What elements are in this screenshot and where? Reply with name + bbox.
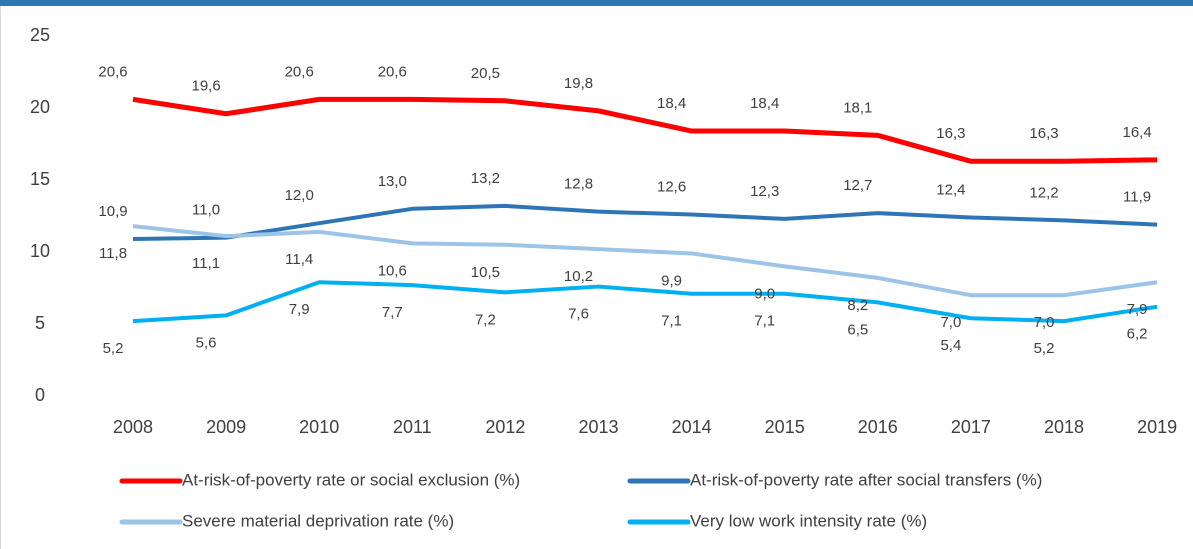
- legend-label: At-risk-of-poverty rate or social exclus…: [182, 470, 520, 489]
- data-label: 7,6: [568, 306, 589, 323]
- data-label: 7,1: [661, 313, 682, 330]
- data-label: 8,2: [847, 297, 868, 314]
- data-label: 12,8: [564, 176, 593, 193]
- y-tick-label: 10: [30, 241, 50, 261]
- data-label: 7,1: [754, 313, 775, 330]
- data-label: 7,2: [475, 311, 496, 328]
- x-tick-label: 2009: [206, 417, 246, 437]
- x-tick-label: 2016: [858, 417, 898, 437]
- y-tick-label: 0: [35, 385, 45, 405]
- data-label: 16,3: [1029, 125, 1058, 142]
- data-label: 18,4: [657, 95, 686, 112]
- series-line: [132, 96, 1158, 164]
- x-tick-label: 2015: [765, 417, 805, 437]
- data-label: 10,9: [98, 203, 127, 220]
- y-tick-label: 25: [30, 25, 50, 45]
- data-label: 5,6: [196, 334, 217, 351]
- title-bar: [0, 0, 1193, 6]
- data-label: 7,7: [382, 304, 403, 321]
- y-tick-label: 15: [30, 169, 50, 189]
- data-label: 6,5: [847, 321, 868, 338]
- data-label: 11,4: [285, 251, 313, 268]
- data-label: 7,9: [289, 301, 310, 318]
- data-label: 12,0: [285, 187, 314, 204]
- data-label: 20,6: [98, 63, 127, 80]
- x-tick-label: 2017: [951, 417, 991, 437]
- data-label: 9,9: [661, 272, 682, 289]
- legend-label: Severe material deprivation rate (%): [182, 511, 454, 530]
- data-label: 20,5: [471, 65, 500, 82]
- data-label: 16,4: [1122, 124, 1151, 141]
- data-label: 20,6: [285, 63, 314, 80]
- data-label: 10,5: [471, 264, 500, 281]
- x-tick-label: 2013: [578, 417, 618, 437]
- x-tick-label: 2018: [1044, 417, 1084, 437]
- data-label: 12,6: [657, 179, 686, 196]
- x-tick-label: 2010: [299, 417, 339, 437]
- data-label: 5,2: [1034, 340, 1055, 357]
- data-label: 12,3: [750, 183, 779, 200]
- data-label: 11,1: [192, 255, 220, 272]
- data-label: 13,2: [471, 170, 500, 187]
- data-label: 7,0: [940, 314, 961, 331]
- x-tick-label: 2008: [113, 417, 153, 437]
- legend-label: At-risk-of-poverty rate after social tra…: [690, 470, 1042, 489]
- data-label: 12,2: [1029, 184, 1058, 201]
- data-label: 20,6: [378, 63, 407, 80]
- legend-label: Very low work intensity rate (%): [690, 511, 927, 530]
- y-tick-label: 5: [35, 313, 45, 333]
- data-label: 5,2: [103, 340, 124, 357]
- data-label: 11,0: [192, 202, 220, 219]
- data-label: 12,4: [936, 181, 965, 198]
- data-label: 18,1: [843, 99, 872, 116]
- data-label: 5,4: [940, 337, 961, 354]
- data-label: 11,8: [99, 245, 127, 262]
- data-label: 7,9: [1127, 301, 1148, 318]
- series-line: [132, 280, 1158, 324]
- series-line: [132, 224, 1158, 298]
- x-tick-label: 2019: [1137, 417, 1177, 437]
- data-label: 19,6: [191, 78, 220, 95]
- data-label: 6,2: [1127, 326, 1148, 343]
- data-label: 10,6: [378, 262, 407, 279]
- data-label: 19,8: [564, 75, 593, 92]
- data-label: 18,4: [750, 95, 779, 112]
- data-label: 9,0: [754, 285, 775, 302]
- data-label: 7,0: [1034, 314, 1055, 331]
- data-label: 16,3: [936, 125, 965, 142]
- data-label: 11,9: [1123, 189, 1151, 206]
- y-tick-label: 20: [30, 97, 50, 117]
- data-label: 10,2: [564, 268, 593, 285]
- data-label: 13,0: [378, 173, 407, 190]
- series-line: [132, 203, 1158, 242]
- data-label: 12,7: [843, 177, 872, 194]
- x-tick-label: 2011: [393, 417, 432, 437]
- x-tick-label: 2012: [485, 417, 525, 437]
- x-tick-label: 2014: [672, 417, 712, 437]
